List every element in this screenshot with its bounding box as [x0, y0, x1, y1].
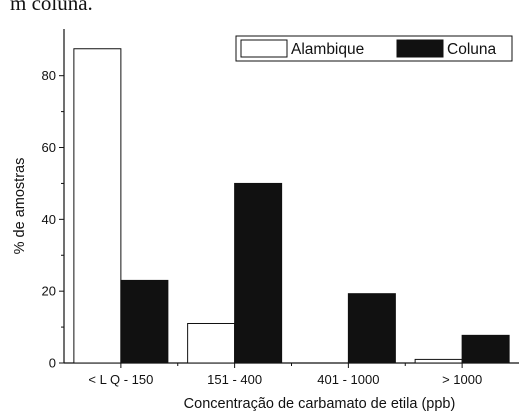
x-tick-label: < L Q - 150 — [88, 372, 153, 387]
bar-coluna-3 — [461, 334, 510, 364]
y-axis-label: % de amostras — [12, 158, 28, 255]
legend-label-coluna: Coluna — [447, 41, 496, 58]
bar-coluna-1 — [234, 182, 283, 364]
bar-alambique-1 — [187, 322, 236, 364]
y-tick-label: 20 — [42, 284, 56, 299]
chart-bars — [73, 48, 510, 364]
legend-swatch-coluna — [396, 39, 444, 58]
bar-coluna-0 — [120, 279, 169, 364]
chart-legend: Alambique Coluna — [235, 35, 513, 62]
bar-alambique-0 — [73, 48, 122, 364]
y-tick-label: 0 — [49, 356, 56, 371]
y-tick-label: 40 — [42, 212, 56, 227]
y-tick-label: 80 — [42, 68, 56, 83]
x-tick-label: > 1000 — [442, 372, 482, 387]
x-tick-label: 151 - 400 — [207, 372, 262, 387]
x-axis-label: Concentração de carbamato de etila (ppb) — [184, 396, 456, 412]
y-axis-ticks: 0 20 40 60 80 — [42, 68, 64, 371]
x-axis-ticks: < L Q - 150 151 - 400 401 - 1000 > 1000 — [88, 363, 482, 387]
bar-coluna-2 — [347, 293, 396, 364]
legend-label-alambique: Alambique — [291, 41, 364, 58]
bar-alambique-3 — [414, 358, 463, 364]
page-caption: m coluna. — [10, 0, 93, 15]
x-tick-label: 401 - 1000 — [317, 372, 379, 387]
legend-swatch-alambique — [240, 39, 288, 58]
y-tick-label: 60 — [42, 140, 56, 155]
